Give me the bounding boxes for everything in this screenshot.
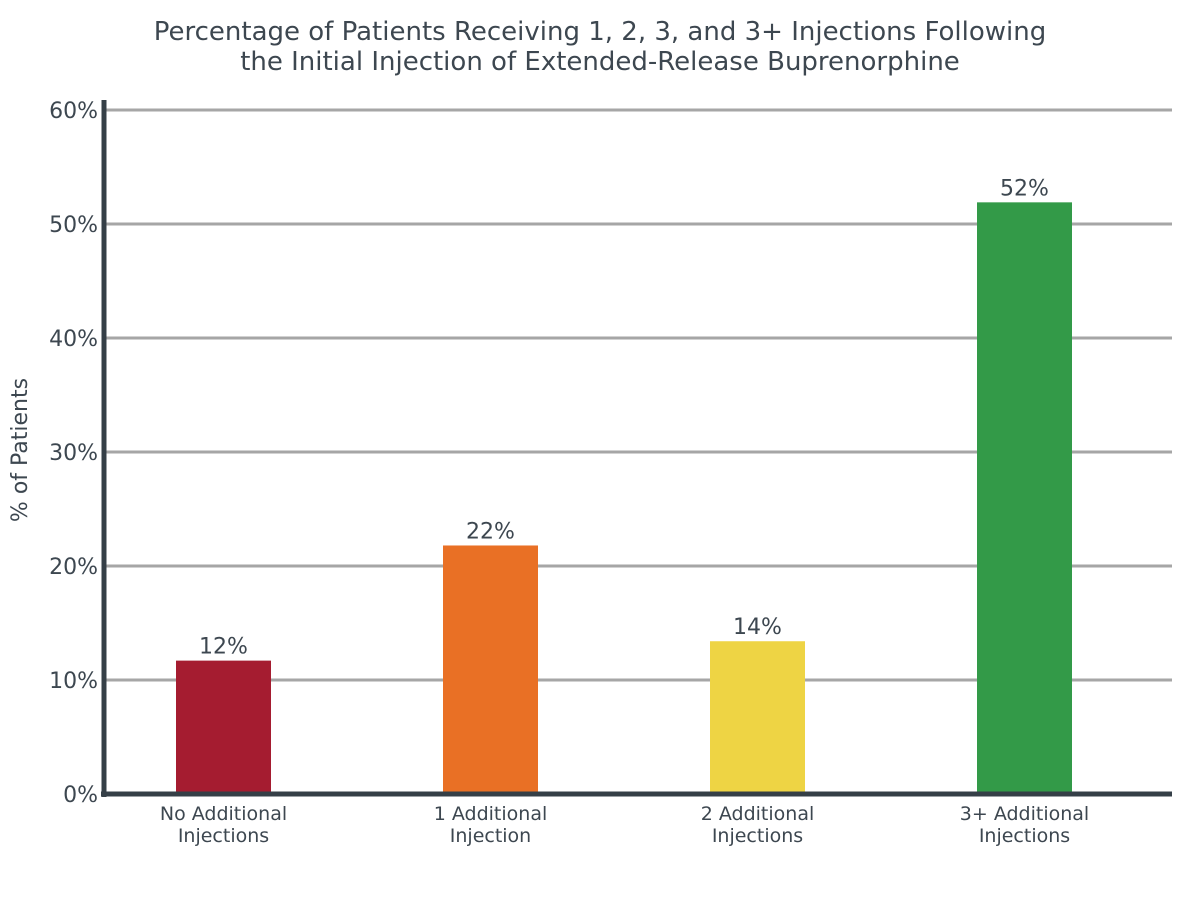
y-tick-label: 30% [49, 441, 98, 466]
x-category-label-line: 3+ Additional [960, 803, 1089, 825]
x-category-label: 2 Additional Injections [701, 803, 815, 847]
bar [176, 660, 271, 792]
y-tick-label: 50% [49, 213, 98, 238]
y-tick-labels: 0% 10% 20% 30% 40% 50% 60% [49, 99, 98, 808]
y-tick-label: 20% [49, 555, 98, 580]
y-axis-label: % of Patients [8, 378, 33, 522]
x-category-label-line: No Additional [160, 803, 287, 825]
data-label: 22% [466, 519, 515, 544]
y-tick-label: 60% [49, 99, 98, 124]
x-category-label-line: 1 Additional [434, 803, 548, 825]
y-tick-label: 0% [63, 783, 98, 808]
x-category-label-line: Injection [450, 825, 531, 847]
data-label: 52% [1000, 176, 1049, 201]
data-labels: 12% 22% 14% 52% [199, 176, 1049, 659]
x-category-label: No Additional Injections [160, 803, 287, 847]
bars [176, 202, 1072, 793]
bar [710, 641, 805, 792]
axes [101, 100, 1172, 797]
x-category-label-line: Injections [178, 825, 269, 847]
bar [977, 202, 1072, 793]
bar [443, 545, 538, 792]
x-category-label-line: Injections [979, 825, 1070, 847]
x-category-label: 3+ Additional Injections [960, 803, 1089, 847]
data-label: 14% [733, 615, 782, 640]
y-tick-label: 40% [49, 327, 98, 352]
x-category-label-line: Injections [712, 825, 803, 847]
y-tick-label: 10% [49, 669, 98, 694]
x-category-label-line: 2 Additional [701, 803, 815, 825]
x-category-label: 1 Additional Injection [434, 803, 548, 847]
chart-title-line-1: Percentage of Patients Receiving 1, 2, 3… [154, 17, 1046, 47]
chart-title-line-2: the Initial Injection of Extended-Releas… [240, 47, 960, 77]
data-label: 12% [199, 635, 248, 660]
